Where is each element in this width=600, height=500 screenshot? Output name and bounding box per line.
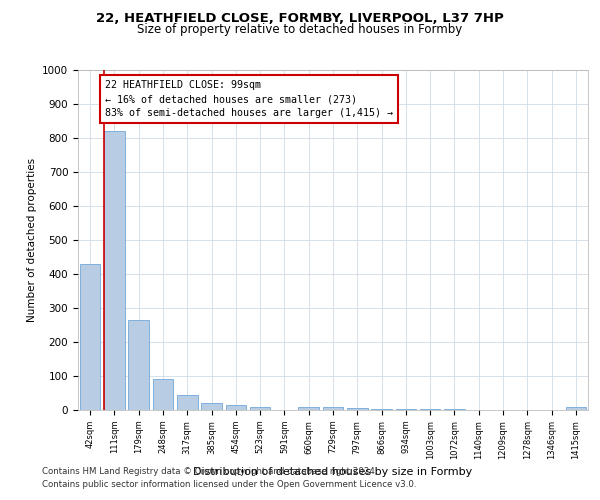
Y-axis label: Number of detached properties: Number of detached properties bbox=[26, 158, 37, 322]
Bar bbox=[566, 408, 586, 410]
X-axis label: Distribution of detached houses by size in Formby: Distribution of detached houses by size … bbox=[193, 467, 473, 477]
Text: Size of property relative to detached houses in Formby: Size of property relative to detached ho… bbox=[137, 24, 463, 36]
Text: Contains public sector information licensed under the Open Government Licence v3: Contains public sector information licen… bbox=[42, 480, 416, 489]
Bar bbox=[371, 409, 392, 410]
Bar bbox=[201, 403, 222, 410]
Bar bbox=[250, 406, 271, 410]
Bar bbox=[347, 408, 368, 410]
Text: Contains HM Land Registry data © Crown copyright and database right 2024.: Contains HM Land Registry data © Crown c… bbox=[42, 467, 377, 476]
Bar bbox=[395, 409, 416, 410]
Bar bbox=[226, 405, 246, 410]
Text: 22 HEATHFIELD CLOSE: 99sqm
← 16% of detached houses are smaller (273)
83% of sem: 22 HEATHFIELD CLOSE: 99sqm ← 16% of deta… bbox=[105, 80, 393, 118]
Bar bbox=[80, 264, 100, 410]
Bar bbox=[323, 406, 343, 410]
Bar bbox=[177, 396, 197, 410]
Bar bbox=[128, 320, 149, 410]
Text: 22, HEATHFIELD CLOSE, FORMBY, LIVERPOOL, L37 7HP: 22, HEATHFIELD CLOSE, FORMBY, LIVERPOOL,… bbox=[96, 12, 504, 26]
Bar bbox=[104, 131, 125, 410]
Bar bbox=[152, 380, 173, 410]
Bar bbox=[298, 406, 319, 410]
